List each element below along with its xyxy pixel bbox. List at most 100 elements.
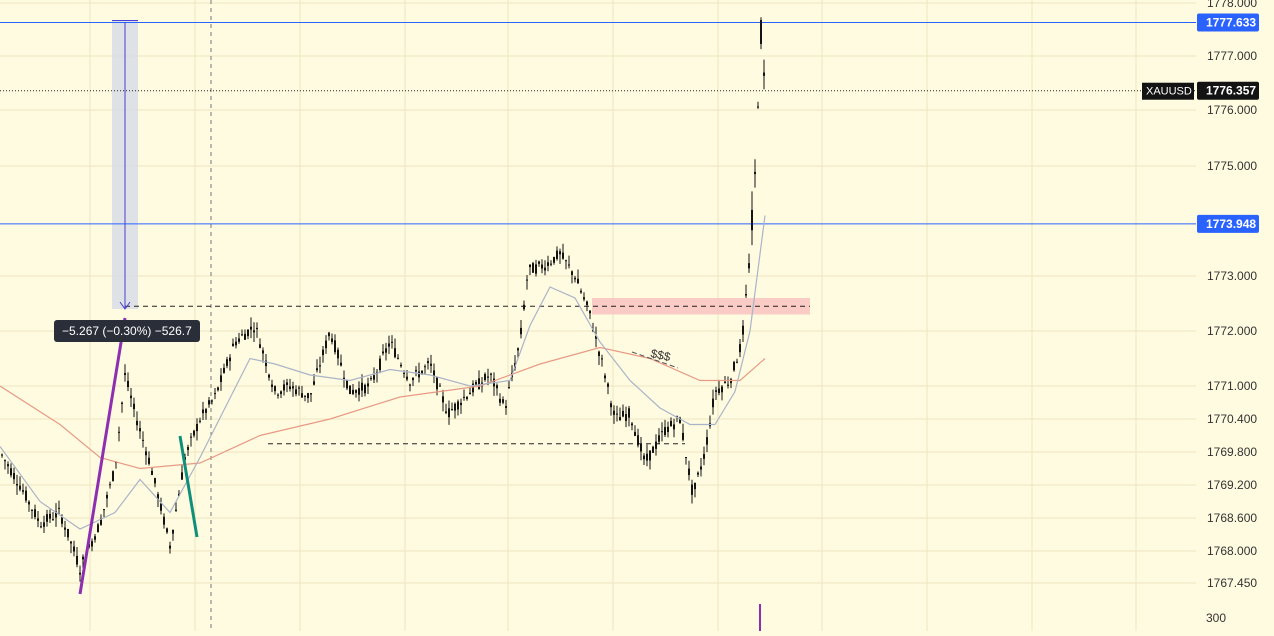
candle-body	[556, 250, 558, 259]
horizontal-lines[interactable]	[0, 21, 1196, 225]
candle-body	[37, 518, 39, 521]
price-label: 1773.948	[1206, 217, 1256, 231]
candle-body	[505, 406, 507, 408]
candle-body	[745, 294, 747, 296]
annotation-text[interactable]: $$$	[649, 346, 672, 364]
purple-trendline[interactable]	[78, 317, 127, 595]
candle-body	[718, 388, 720, 393]
dashed-levels[interactable]	[125, 305, 810, 445]
candle-body	[598, 351, 600, 357]
candle-body	[580, 290, 582, 293]
price-tick-label: 1776.000	[1207, 103, 1257, 117]
candle-body	[193, 430, 195, 436]
price-tick-label: 1771.000	[1207, 379, 1257, 393]
price-tick-label: 1775.000	[1207, 159, 1257, 173]
candle-body	[424, 366, 426, 368]
candle-body	[133, 403, 135, 410]
candle-body	[655, 441, 657, 449]
candle-body	[103, 509, 105, 511]
candle-body	[124, 373, 126, 376]
candle-body	[400, 364, 402, 367]
candle-body	[259, 344, 261, 348]
candle-body	[118, 431, 120, 433]
candle-body	[196, 423, 198, 432]
candle-body	[643, 455, 645, 460]
candle-body	[652, 446, 654, 453]
candle-body	[538, 261, 540, 264]
candle-body	[610, 403, 612, 408]
price-label-bg	[1197, 214, 1259, 233]
candle-body	[544, 267, 546, 271]
candle-body	[445, 411, 447, 413]
price-axis[interactable]: 1778.000 1777.000 1776.000 1775.000 1773.000…	[1207, 0, 1257, 590]
candle-body	[490, 373, 492, 375]
candle-body	[235, 341, 237, 346]
candle-body	[430, 363, 432, 366]
candle-body	[256, 327, 258, 330]
candle-body	[499, 398, 501, 403]
candle-body	[79, 572, 81, 575]
candle-body	[568, 264, 570, 266]
candle-body	[277, 394, 279, 396]
candle-body	[472, 383, 474, 393]
candle-body	[250, 326, 252, 330]
candle-body	[397, 357, 399, 359]
candle-body	[202, 409, 204, 414]
candle-body	[379, 358, 381, 371]
candle-body	[331, 338, 333, 343]
price-tick-label: 1772.000	[1207, 324, 1257, 338]
teal-trendline[interactable]	[178, 435, 199, 538]
candle-body	[352, 389, 354, 394]
candle-body	[70, 541, 72, 544]
measure-arrow[interactable]	[112, 19, 138, 310]
candle-body	[520, 327, 522, 335]
candle-body	[142, 439, 144, 441]
candle-body	[571, 271, 573, 275]
price-tick-label: 1770.400	[1207, 412, 1257, 426]
candle-body	[388, 343, 390, 347]
candle-body	[220, 375, 222, 382]
candle-body	[670, 420, 672, 427]
candle-body	[289, 386, 291, 390]
candle-body	[367, 383, 369, 387]
candle-body	[325, 340, 327, 349]
candle-body	[217, 387, 219, 391]
candle-body	[364, 384, 366, 394]
candle-body	[343, 377, 345, 380]
price-label: 1776.357	[1206, 84, 1256, 98]
candle-body	[127, 380, 129, 388]
candle-body	[58, 507, 60, 509]
candle-body	[355, 390, 357, 393]
candle-body	[280, 391, 282, 394]
trendlines[interactable]	[78, 317, 679, 595]
candle-body	[733, 361, 735, 371]
candle-body	[619, 417, 621, 421]
candle-body	[535, 264, 537, 274]
candle-body	[739, 344, 741, 353]
candle-body	[604, 375, 606, 379]
candle-body	[754, 171, 756, 175]
candle-body	[757, 106, 759, 108]
candle-body	[223, 367, 225, 373]
candle-body	[205, 409, 207, 413]
candle-body	[295, 389, 297, 395]
candle-body	[751, 209, 753, 231]
candle-body	[334, 340, 336, 353]
candle-body	[631, 423, 633, 426]
candle-body	[496, 385, 498, 389]
candle-body	[49, 513, 51, 519]
candle-body	[283, 384, 285, 391]
candle-body	[589, 310, 591, 314]
candle-body	[448, 408, 450, 418]
candle-body	[412, 377, 414, 381]
candle-body	[100, 518, 102, 525]
price-label: 1777.633	[1206, 15, 1256, 29]
candle-body	[394, 348, 396, 358]
candle-body	[169, 545, 171, 549]
candle-body	[673, 424, 675, 430]
annotation-dash[interactable]	[631, 351, 679, 369]
candles[interactable]	[1, 17, 765, 582]
candle-body	[523, 304, 525, 310]
